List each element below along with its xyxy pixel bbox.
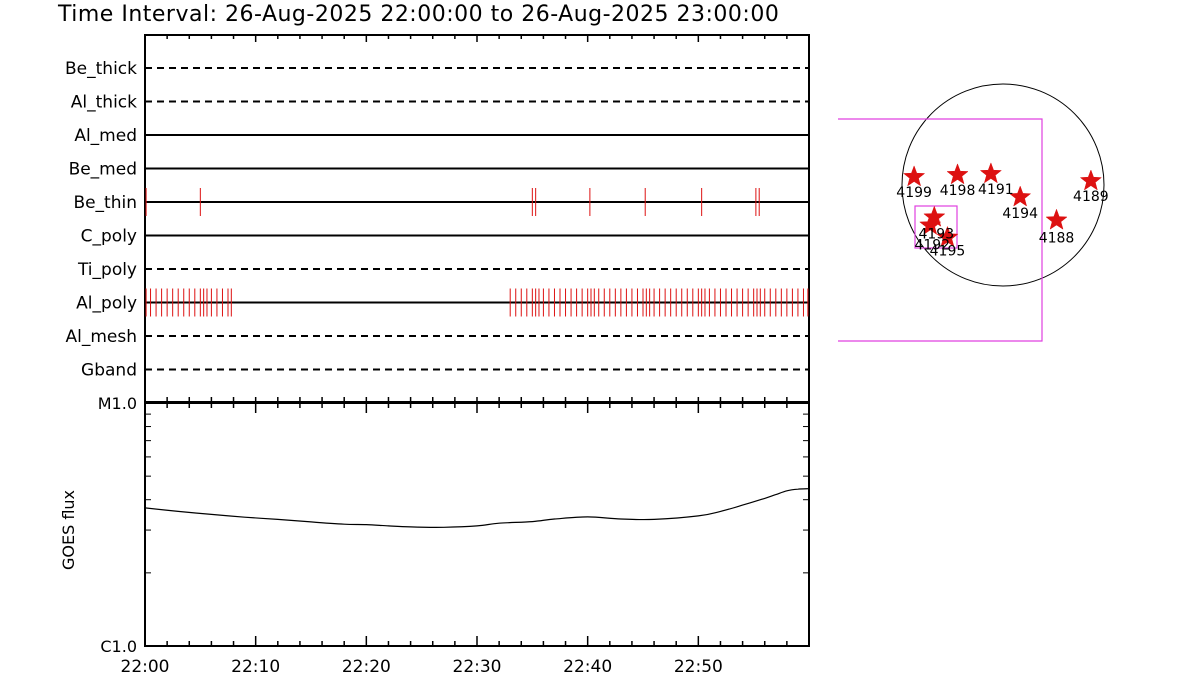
active-region-star-4198 [946, 163, 969, 185]
active-region-star-4194 [1009, 185, 1032, 207]
goes-x-tick-label: 22:40 [563, 657, 612, 677]
active-region-label-4199: 4199 [896, 185, 932, 201]
channel-timeline-plot: Be_thick Al_thick Al_med Be_med Be_thin C_pol… [65, 34, 810, 403]
goes-y-min-label: C1.0 [100, 637, 137, 656]
goes-y-axis-label: GOES flux [59, 490, 78, 570]
goes-frame [144, 402, 810, 647]
channel-label-be_med: Be_med [69, 160, 137, 180]
active-region-star-4191 [979, 162, 1002, 184]
time-interval-title: Time Interval: 26-Aug-2025 22:00:00 to 2… [58, 2, 780, 27]
active-region-label-4195: 4195 [930, 244, 966, 260]
active-region-label-4193: 4193 [918, 226, 954, 242]
timeline-frame [144, 34, 810, 403]
solar-limb-circle [901, 83, 1105, 287]
channel-label-al_poly: Al_poly [76, 294, 137, 314]
goes-flux-plot: 22:00 22:10 22:20 22:30 22:40 22:50 M1.0 C1.0 GO… [59, 394, 810, 677]
channel-label-ti_poly: Ti_poly [77, 260, 137, 280]
channel-label-gband: Gband [81, 361, 137, 381]
active-region-star-4195 [936, 225, 959, 247]
active-region-label-4189: 4189 [1073, 189, 1109, 205]
active-region-star-4189 [1079, 169, 1102, 191]
goes-flux-line [144, 488, 810, 528]
active-region-label-4194: 4194 [1002, 206, 1038, 222]
active-region-label-4188: 4188 [1039, 230, 1075, 246]
goes-x-tick-label: 22:30 [453, 657, 502, 677]
channel-label-al_thick: Al_thick [71, 93, 137, 113]
goes-x-tick-label: 22:20 [342, 657, 391, 677]
goes-x-tick-label: 22:50 [674, 657, 723, 677]
target-box [914, 205, 958, 249]
channel-label-be_thick: Be_thick [65, 59, 137, 79]
active-region-star-4188 [1045, 208, 1068, 230]
active-region-star-4192 [919, 213, 942, 235]
channel-label-al_mesh: Al_mesh [65, 327, 137, 347]
channel-label-be_thin: Be_thin [73, 193, 137, 213]
active-region-label-4191: 4191 [978, 182, 1014, 198]
channel-label-al_med: Al_med [74, 126, 137, 146]
active-region-star-4199 [903, 165, 926, 187]
active-region-label-4198: 4198 [940, 183, 976, 199]
active-region-label-4192: 4192 [914, 237, 950, 253]
field-of-view-box [838, 118, 1043, 342]
channel-label-c_poly: C_poly [81, 227, 137, 247]
goes-x-tick-label: 22:00 [121, 657, 170, 677]
goes-y-max-label: M1.0 [98, 394, 137, 413]
goes-x-tick-label: 22:10 [231, 657, 280, 677]
